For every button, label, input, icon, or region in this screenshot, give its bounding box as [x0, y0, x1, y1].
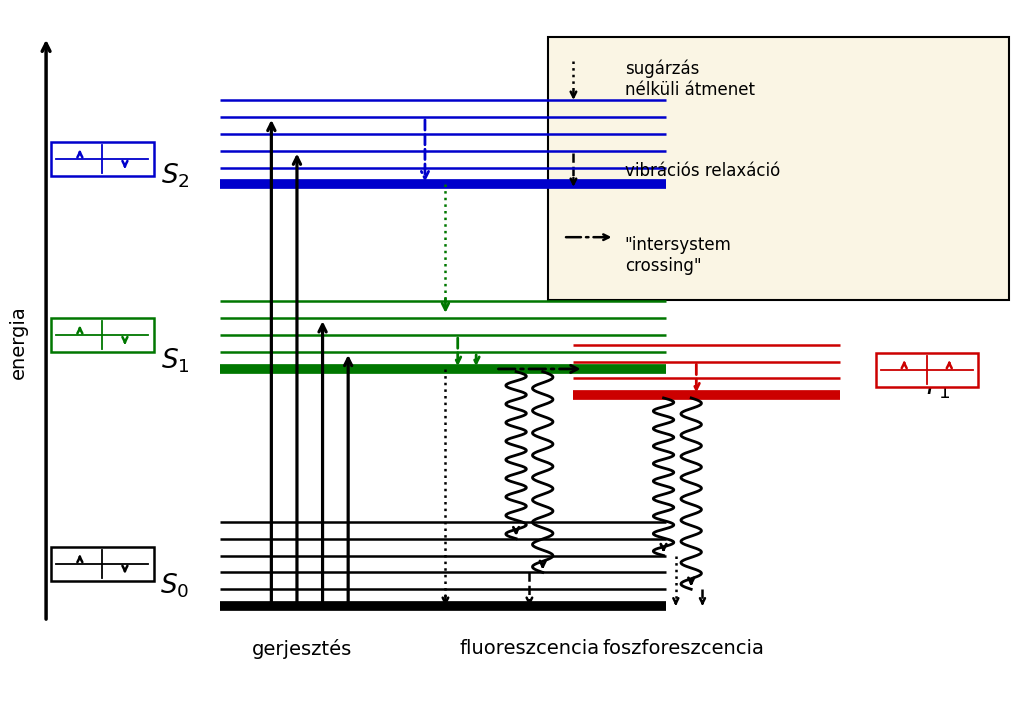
Text: $T_1$: $T_1$	[922, 373, 949, 401]
Text: fluoreszcencia: fluoreszcencia	[460, 639, 599, 658]
Text: foszforeszcencia: foszforeszcencia	[602, 639, 764, 658]
Bar	[51, 547, 154, 581]
Text: gerjesztés: gerjesztés	[252, 639, 352, 659]
Text: "intersystem
crossing": "intersystem crossing"	[625, 236, 731, 275]
Text: vibrációs relaxáció: vibrációs relaxáció	[625, 163, 780, 180]
Bar	[51, 318, 154, 353]
FancyBboxPatch shape	[548, 37, 1009, 301]
Text: sugárzás
nélküli átmenet: sugárzás nélküli átmenet	[625, 60, 755, 99]
Text: $S_0$: $S_0$	[160, 571, 189, 600]
Text: energia: energia	[9, 306, 28, 379]
Text: $S_1$: $S_1$	[161, 346, 189, 375]
Bar	[51, 142, 154, 177]
Bar	[876, 353, 978, 387]
Text: $S_2$: $S_2$	[161, 162, 189, 190]
